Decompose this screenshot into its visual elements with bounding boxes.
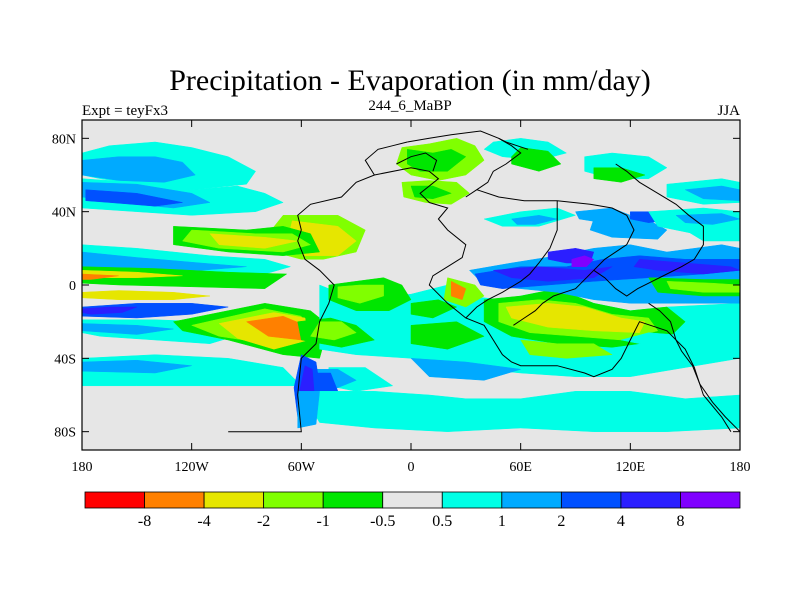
field-region-63: [493, 266, 613, 282]
coastline-3: [396, 152, 438, 172]
field-region-76: [511, 215, 558, 225]
coastline-7: [593, 163, 704, 297]
experiment-label: Expt = teyFx3: [82, 103, 168, 119]
colorbar-label-4: -0.5: [370, 513, 395, 530]
field-region-15: [82, 323, 174, 335]
field-region-27: [410, 358, 521, 381]
colorbar-box-5: [382, 491, 443, 509]
coastline-4: [476, 189, 635, 279]
x-tick-label-3: 0: [408, 460, 415, 475]
field-region-32: [301, 391, 740, 432]
colorbar-box-1: [144, 491, 205, 509]
coastline-9: [364, 141, 408, 176]
colorbar-box-8: [560, 491, 622, 509]
x-tick-label-2: 60W: [288, 460, 316, 475]
colorbar-box-3: [263, 491, 324, 509]
field-region-50: [684, 185, 740, 201]
field-region-59: [520, 339, 613, 359]
colorbar-box-9: [620, 491, 681, 509]
colorbar-label-6: 1: [498, 513, 506, 530]
field-region-48: [593, 167, 646, 183]
x-tick-label-5: 120E: [616, 460, 646, 475]
colorbar-label-9: 8: [676, 513, 684, 530]
field-region-68: [666, 281, 740, 293]
colorbar-label-5: 0.5: [432, 513, 452, 530]
coastline-2: [498, 137, 529, 150]
field-region-10: [82, 273, 119, 280]
coastline-0: [228, 167, 732, 433]
colorbar-box-4: [322, 491, 384, 509]
field-region-58: [505, 303, 646, 333]
colorbar-box-10: [680, 491, 741, 509]
field-region-2: [82, 156, 196, 183]
field-region-25: [310, 321, 357, 341]
coastline-6: [513, 277, 587, 326]
coastline-8: [648, 302, 740, 433]
field-region-52: [337, 284, 384, 304]
y-tick-label-4: 80S: [54, 426, 76, 441]
y-tick-label-3: 40S: [54, 352, 76, 367]
x-tick-label-6: 180: [730, 460, 751, 475]
season-label: JJA: [717, 103, 740, 119]
y-tick-label-1: 40N: [52, 206, 76, 221]
field-region-55: [450, 281, 467, 300]
field-region-46: [511, 147, 562, 172]
coastline-1: [407, 130, 522, 198]
x-tick-label-0: 180: [72, 460, 93, 475]
field-region-60: [620, 332, 722, 352]
field-region-66: [633, 259, 740, 275]
field-region-21: [82, 359, 192, 374]
x-tick-label-4: 60E: [509, 460, 532, 475]
colorbar-box-0: [84, 491, 145, 509]
x-tick-label-1: 120W: [175, 460, 210, 475]
colorbar-label-8: 4: [617, 513, 625, 530]
colorbar-box-6: [441, 491, 503, 509]
axis-ticks: 180 120W 60W 0 60E 120E 180 80N 40N 0 40S 80S: [52, 120, 751, 475]
colorbar-label-7: 2: [557, 513, 565, 530]
coastline-overlay: [228, 130, 740, 433]
colorbar-label-2: -2: [257, 513, 270, 530]
field-region-26: [410, 321, 485, 350]
colorbar: -8 -4 -2 -1 -0.5 0.5 1 2 4 8: [84, 491, 741, 530]
field-region-40: [209, 233, 298, 249]
coastline-5: [465, 200, 558, 319]
field-region-72: [675, 213, 740, 225]
y-tick-label-2: 0: [69, 279, 76, 294]
field-region-65: [571, 255, 595, 267]
field-region-5: [85, 189, 183, 207]
field-region-35: [297, 391, 320, 429]
colorbar-label-1: -4: [197, 513, 210, 530]
chart-title: Precipitation - Evaporation (in mm/day): [169, 64, 651, 97]
contour-field: [82, 120, 740, 450]
period-label: 244_6_MaBP: [368, 98, 451, 114]
y-tick-label-0: 80N: [52, 132, 76, 147]
field-region-53: [410, 299, 457, 319]
colorbar-label-0: -8: [138, 513, 151, 530]
colorbar-box-2: [203, 491, 265, 509]
field-region-74: [575, 207, 631, 223]
field-region-13: [82, 306, 138, 315]
colorbar-box-7: [501, 491, 562, 509]
field-region-73: [684, 226, 740, 242]
field-region-11: [82, 290, 211, 300]
colorbar-label-3: -1: [317, 513, 330, 530]
